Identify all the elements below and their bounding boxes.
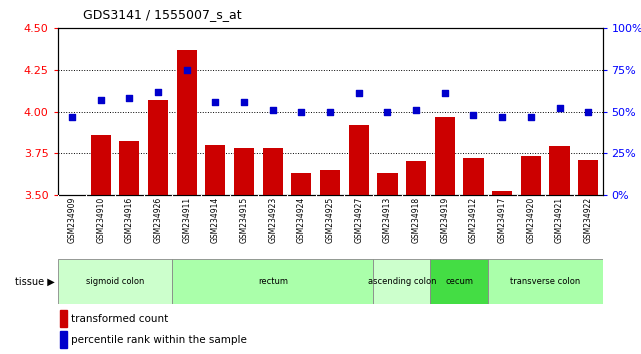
Bar (177, 50, 197, 354)
Text: rectum: rectum (258, 277, 288, 286)
Bar (119, 142, 139, 354)
Text: cecum: cecum (445, 277, 473, 286)
Text: GSM234910: GSM234910 (96, 196, 105, 243)
Point (124, 95, 135, 101)
Point (440, 90, 450, 96)
Bar (234, 148, 254, 354)
Bar (578, 160, 598, 354)
Text: GSM234919: GSM234919 (440, 196, 449, 243)
Text: percentile rank within the sample: percentile rank within the sample (71, 335, 247, 345)
Bar (431, 259, 488, 303)
Bar (60, 331, 67, 348)
Point (210, 99, 221, 104)
Text: GSM234927: GSM234927 (354, 196, 363, 243)
Point (526, 114, 536, 119)
Point (153, 89, 163, 95)
Bar (488, 259, 603, 303)
Bar (172, 259, 373, 303)
Text: GSM234918: GSM234918 (412, 196, 420, 243)
Bar (492, 192, 512, 354)
Bar (549, 147, 570, 354)
Text: GSM234909: GSM234909 (67, 196, 76, 243)
Text: GSM234925: GSM234925 (326, 196, 335, 243)
Text: GDS3141 / 1555007_s_at: GDS3141 / 1555007_s_at (83, 8, 242, 21)
Text: GSM234912: GSM234912 (469, 196, 478, 243)
Text: GSM234916: GSM234916 (125, 196, 134, 243)
Point (325, 109, 335, 114)
Text: GSM234915: GSM234915 (240, 196, 249, 243)
Bar (378, 173, 397, 354)
Bar (263, 148, 283, 354)
Bar (406, 161, 426, 354)
Bar (320, 170, 340, 354)
Bar (148, 100, 168, 354)
Text: sigmoid colon: sigmoid colon (86, 277, 144, 286)
Bar (463, 158, 483, 354)
Text: GSM234926: GSM234926 (154, 196, 163, 243)
Text: GSM234922: GSM234922 (584, 196, 593, 243)
Text: GSM234911: GSM234911 (182, 196, 191, 243)
Bar (435, 116, 455, 354)
Text: GSM234921: GSM234921 (555, 196, 564, 243)
Bar (373, 259, 431, 303)
Text: GSM234917: GSM234917 (497, 196, 506, 243)
Point (354, 90, 364, 96)
Bar (62, 195, 82, 354)
Point (239, 99, 249, 104)
Point (67, 114, 77, 119)
Text: GSM234920: GSM234920 (526, 196, 535, 243)
Bar (292, 173, 312, 354)
Point (96, 97, 106, 103)
Text: GSM234913: GSM234913 (383, 196, 392, 243)
Text: transformed count: transformed count (71, 314, 169, 324)
Point (497, 114, 507, 119)
Text: transverse colon: transverse colon (510, 277, 580, 286)
Point (181, 67, 192, 73)
Bar (349, 125, 369, 354)
Point (554, 105, 565, 111)
Bar (60, 310, 67, 327)
Point (382, 109, 392, 114)
Point (296, 109, 306, 114)
Bar (58, 259, 172, 303)
Text: GSM234924: GSM234924 (297, 196, 306, 243)
Bar (205, 145, 226, 354)
Point (411, 107, 421, 113)
Bar (520, 156, 541, 354)
Text: GSM234923: GSM234923 (269, 196, 278, 243)
Bar (90, 135, 111, 354)
Text: tissue ▶: tissue ▶ (15, 276, 54, 286)
Text: GSM234914: GSM234914 (211, 196, 220, 243)
Text: ascending colon: ascending colon (367, 277, 436, 286)
Point (268, 107, 278, 113)
Point (583, 109, 594, 114)
Point (469, 112, 479, 118)
